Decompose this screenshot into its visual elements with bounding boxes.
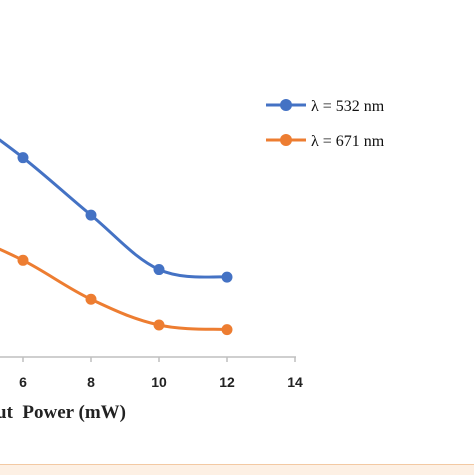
series-line-0 bbox=[0, 138, 228, 279]
data-point bbox=[153, 319, 165, 331]
legend-label-532: λ = 532 nm bbox=[311, 98, 385, 115]
data-point bbox=[17, 152, 29, 164]
legend-label-671: λ = 671 nm bbox=[311, 133, 385, 150]
data-point bbox=[153, 264, 165, 276]
legend: λ = 532 nm λ = 671 nm bbox=[266, 98, 385, 150]
x-tick-label: 12 bbox=[219, 374, 235, 390]
x-tick-label: 8 bbox=[87, 374, 95, 390]
plot-markers bbox=[17, 152, 233, 336]
x-tick-label: 10 bbox=[151, 374, 167, 390]
data-point bbox=[221, 271, 233, 283]
x-tick-label: 6 bbox=[19, 374, 27, 390]
x-tick-label: 14 bbox=[287, 374, 303, 390]
plot-lines bbox=[0, 138, 228, 332]
legend-marker-671 bbox=[280, 134, 292, 146]
data-point bbox=[85, 293, 97, 305]
x-axis-title: ut Power (mW) bbox=[0, 402, 126, 423]
data-point bbox=[17, 254, 29, 266]
data-point bbox=[221, 324, 233, 336]
legend-marker-532 bbox=[280, 99, 292, 111]
series-line-1 bbox=[0, 247, 228, 332]
bottom-strip bbox=[0, 464, 474, 475]
data-point bbox=[85, 209, 97, 221]
x-axis-ticks bbox=[22, 357, 296, 362]
